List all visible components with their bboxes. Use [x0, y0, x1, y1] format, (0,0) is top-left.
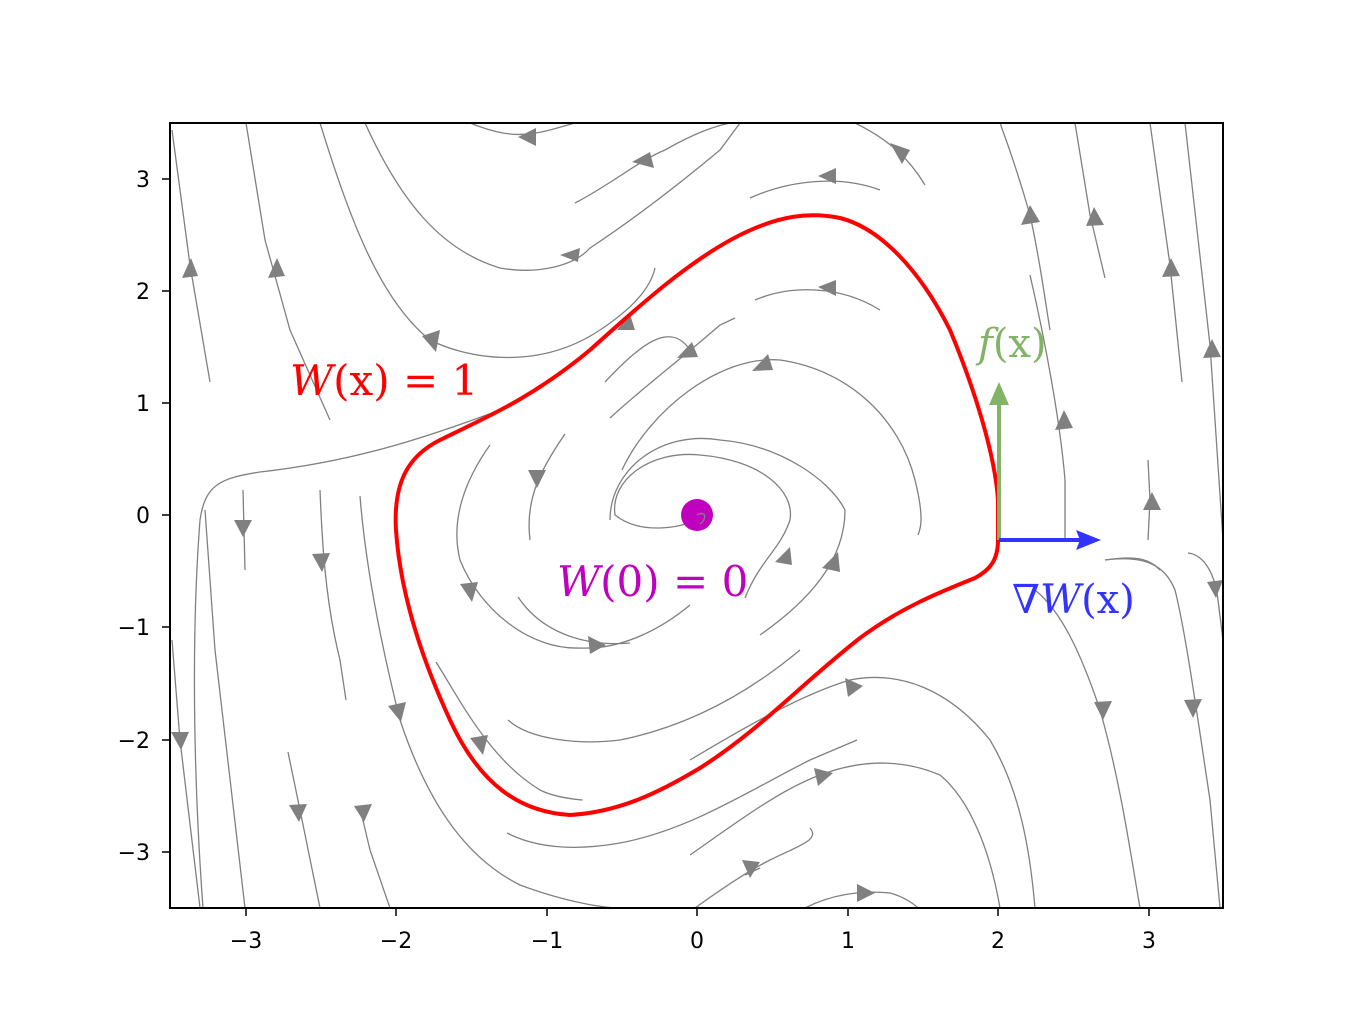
- grad-arrow: [999, 530, 1101, 550]
- y-tick-label: 2: [136, 280, 150, 305]
- level-set-curve: [393, 213, 1000, 818]
- y-tick-label: 3: [136, 168, 150, 193]
- x-tick-label: −2: [380, 929, 412, 954]
- x-tick-label: −3: [230, 929, 262, 954]
- x-tick-label: −1: [531, 929, 563, 954]
- y-tick-label: −2: [118, 729, 150, 754]
- x-tick-label: 3: [1142, 929, 1156, 954]
- f-arrow: [989, 382, 1009, 540]
- f-label: f(x): [975, 321, 1047, 367]
- y-tick-label: 1: [136, 392, 150, 417]
- x-tick-label: 1: [841, 929, 855, 954]
- grad-label: ∇W(x): [1012, 577, 1135, 623]
- origin-label: W(0) = 0: [557, 557, 748, 606]
- x-tick-label: 0: [690, 929, 704, 954]
- y-tick-label: −1: [118, 616, 150, 641]
- level-set-label: W(x) = 1: [290, 356, 478, 405]
- y-tick-label: 0: [136, 504, 150, 529]
- streamline-arrowheads: [171, 128, 1223, 902]
- x-tick-label: 2: [991, 929, 1005, 954]
- y-tick-label: −3: [118, 841, 150, 866]
- y-axis: 3 2 1 0 −1 −2 −3: [118, 168, 170, 866]
- x-axis: −3 −2 −1 0 1 2 3: [230, 908, 1156, 954]
